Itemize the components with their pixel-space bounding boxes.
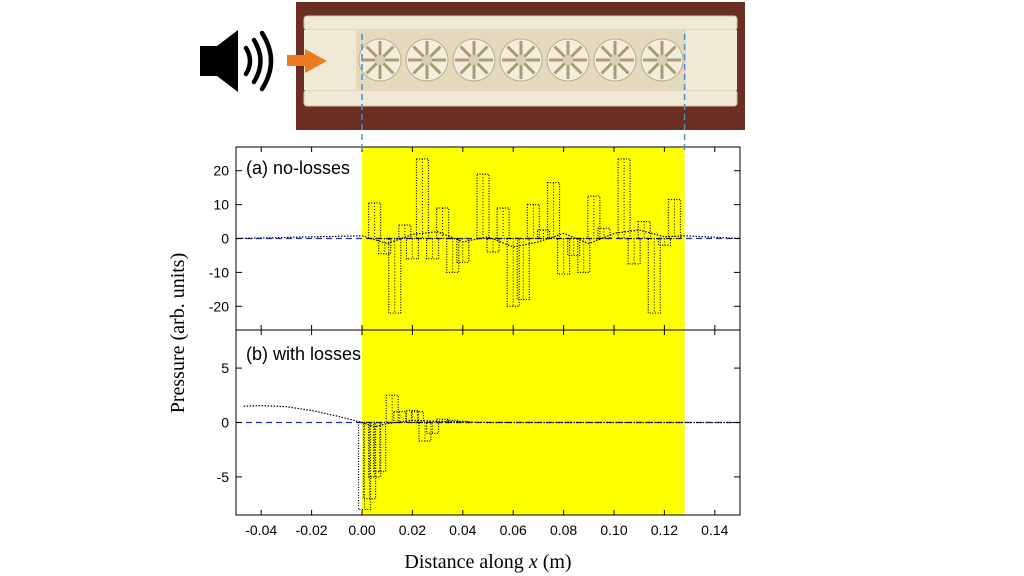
y-tick-label: 5 <box>221 360 229 376</box>
panel-title: (a) no-losses <box>246 158 350 178</box>
x-tick-label: 0.00 <box>348 522 375 538</box>
y-tick-label: 10 <box>213 197 229 213</box>
x-axis-label: Distance along x (m) <box>404 551 571 573</box>
rosette <box>452 38 496 82</box>
rosette <box>640 38 684 82</box>
slab-top-plate <box>303 15 738 31</box>
slab-right-end <box>686 30 737 90</box>
y-tick-label: -5 <box>217 469 230 485</box>
speaker-icon <box>200 30 274 92</box>
x-tick-label: 0.10 <box>600 522 627 538</box>
panel-no-losses: 20 10 0 -10 -20 (a) no-losses <box>209 146 741 331</box>
x-tick-label: 0.04 <box>449 522 476 538</box>
y-tick-label: -10 <box>209 264 229 280</box>
y-tick-label: 20 <box>213 163 229 179</box>
x-tick-label: 0.12 <box>651 522 678 538</box>
panel-with-losses: 5 0 -5 -0.04 -0.02 0.00 0.02 0.04 0.06 0.08 0.10 0.… <box>217 329 741 538</box>
rosette <box>546 38 590 82</box>
photo <box>296 2 745 130</box>
rosette <box>358 38 402 82</box>
y-tick-label: -20 <box>209 298 229 314</box>
rosette <box>499 38 543 82</box>
rosette <box>593 38 637 82</box>
slab-bottom-plate <box>303 89 738 107</box>
y-axis-label: Pressure (arb. units) <box>167 253 189 414</box>
x-tick-label: 0.02 <box>399 522 426 538</box>
y-tick-label: 0 <box>221 415 229 431</box>
rosette <box>405 38 449 82</box>
arrow-right-icon <box>287 49 327 73</box>
y-tick-label: 0 <box>221 231 229 247</box>
x-tick-label: -0.02 <box>296 522 328 538</box>
panel-title: (b) with losses <box>246 344 361 364</box>
pressure-curve <box>243 404 740 428</box>
x-tick-label: -0.04 <box>245 522 277 538</box>
pressure-curve <box>235 229 741 248</box>
x-tick-label: 0.08 <box>550 522 577 538</box>
x-tick-label: 0.14 <box>701 522 728 538</box>
x-tick-label: 0.06 <box>500 522 527 538</box>
slab-rosettes <box>358 38 684 82</box>
